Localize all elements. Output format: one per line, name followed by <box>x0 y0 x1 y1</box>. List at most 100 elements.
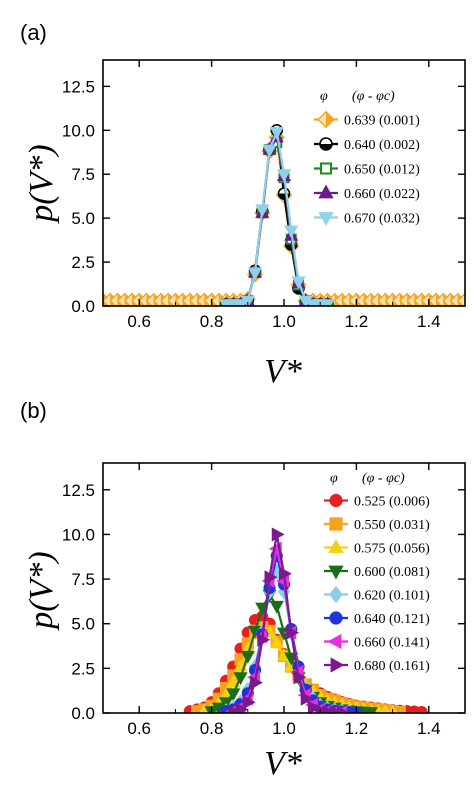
legend-label: 0.639 (0.001) <box>344 114 420 129</box>
legend-label: 0.640 (0.002) <box>344 138 420 153</box>
legend-item: 0.550 (0.031) <box>324 517 430 533</box>
data-point <box>300 691 314 706</box>
data-point <box>456 292 465 306</box>
legend-item: 0.575 (0.056) <box>324 539 430 557</box>
legend-header-phi: φ <box>320 89 328 104</box>
y-tick-label: 0.0 <box>71 704 95 723</box>
legend-item: 0.660 (0.022) <box>314 184 420 202</box>
legend-label: 0.575 (0.056) <box>354 542 430 557</box>
legend-label: 0.620 (0.101) <box>354 589 430 604</box>
data-point <box>284 225 299 239</box>
x-tick-label: 0.8 <box>200 719 224 738</box>
data-point <box>269 600 284 614</box>
legend-marker <box>329 611 343 625</box>
legend-item: 0.660 (0.141) <box>324 633 430 651</box>
data-point <box>279 566 292 581</box>
x-tick-label: 1.2 <box>345 312 369 331</box>
series-line <box>226 128 328 306</box>
x-tick-label: 1.0 <box>272 719 296 738</box>
data-point <box>269 635 284 649</box>
data-point <box>255 204 270 218</box>
legend-item: 0.525 (0.006) <box>324 493 430 510</box>
data-point <box>226 688 241 702</box>
x-tick-label: 1.4 <box>417 312 441 331</box>
y-axis-label: p(V*) <box>23 551 60 630</box>
x-tick-label: 0.6 <box>127 312 151 331</box>
legend-label: 0.660 (0.141) <box>354 636 430 651</box>
legend-marker <box>329 493 343 508</box>
series-line <box>226 134 328 306</box>
y-tick-label: 12.5 <box>62 77 95 96</box>
data-point <box>240 295 255 306</box>
data-point <box>380 703 391 713</box>
panel-b: (b) 0.6 0.8 1.0 1.2 1.4 0.0 2.5 5.0 7.5 10.0 12.5 V*… <box>20 398 466 782</box>
legend-marker <box>317 110 335 129</box>
legend-item: 0.650 (0.012) <box>314 162 420 178</box>
data-point <box>257 632 271 647</box>
data-point <box>293 670 307 685</box>
series-4 <box>219 127 335 306</box>
legend-item: 0.640 (0.002) <box>314 137 420 153</box>
series-3 <box>220 129 333 306</box>
y-axis-label: p(V*) <box>23 144 60 223</box>
legend-label: 0.670 (0.032) <box>344 212 420 227</box>
y-tick-label: 5.0 <box>71 615 95 634</box>
data-point <box>233 672 248 686</box>
legend-item: 0.600 (0.081) <box>324 565 430 580</box>
y-tick-label: 2.5 <box>71 253 95 272</box>
legend-item: 0.680 (0.161) <box>324 657 430 674</box>
y-tick-label: 7.5 <box>71 570 95 589</box>
data-point <box>242 695 256 710</box>
data-point <box>269 127 284 140</box>
x-tick-label: 0.6 <box>127 719 151 738</box>
data-point <box>286 625 300 640</box>
legend-item: 0.670 (0.032) <box>314 212 420 227</box>
x-tick-label: 1.0 <box>272 312 296 331</box>
legend-marker <box>318 212 334 226</box>
x-tick-label: 1.4 <box>417 719 441 738</box>
x-tick-label: 0.8 <box>200 312 224 331</box>
panel-label: (a) <box>20 20 47 45</box>
legend-item: 0.620 (0.101) <box>324 585 430 604</box>
legend-marker <box>330 657 345 673</box>
legend-header-delta: (φ - φc) <box>352 89 395 104</box>
data-point <box>291 276 306 290</box>
data-point <box>307 700 321 713</box>
x-tick-label: 1.2 <box>345 719 369 738</box>
legend-marker <box>329 517 343 531</box>
legend-label: 0.550 (0.031) <box>354 518 430 533</box>
legend-marker <box>329 585 343 604</box>
series-line <box>226 140 328 306</box>
y-tick-label: 2.5 <box>71 659 95 678</box>
legend: φ (φ - φc) 0.639 (0.001) 0.640 (0.002) 0.650… <box>314 89 420 227</box>
data-point <box>276 169 292 183</box>
legend-marker <box>327 633 342 650</box>
y-tick-label: 0.0 <box>71 297 95 316</box>
plot-area <box>103 123 465 306</box>
legend-item: 0.639 (0.001) <box>314 110 420 129</box>
legend-header-delta: (φ - φc) <box>362 471 405 486</box>
series-7 <box>228 527 350 713</box>
data-point <box>415 706 428 713</box>
x-axis-label: V* <box>264 745 302 782</box>
legend-marker <box>328 565 344 580</box>
data-point <box>363 707 378 713</box>
legend-label: 0.650 (0.012) <box>344 163 420 178</box>
legend-label: 0.600 (0.081) <box>354 565 430 580</box>
data-point <box>247 267 263 281</box>
legend-marker <box>318 184 334 199</box>
data-point <box>264 570 278 585</box>
legend-marker <box>319 137 333 151</box>
data-point <box>271 527 285 542</box>
x-axis-label: V* <box>264 353 302 390</box>
legend-label: 0.640 (0.121) <box>354 612 430 627</box>
series-line <box>226 129 328 306</box>
data-point <box>240 650 255 664</box>
y-tick-label: 10.0 <box>62 121 95 140</box>
y-tick-label: 10.0 <box>62 525 95 544</box>
legend: φ (φ - φc) 0.525 (0.006) 0.550 (0.031) 0.575… <box>324 471 430 674</box>
y-tick-label: 7.5 <box>71 165 95 184</box>
legend-header-phi: φ <box>330 471 338 486</box>
legend-marker <box>328 539 344 553</box>
